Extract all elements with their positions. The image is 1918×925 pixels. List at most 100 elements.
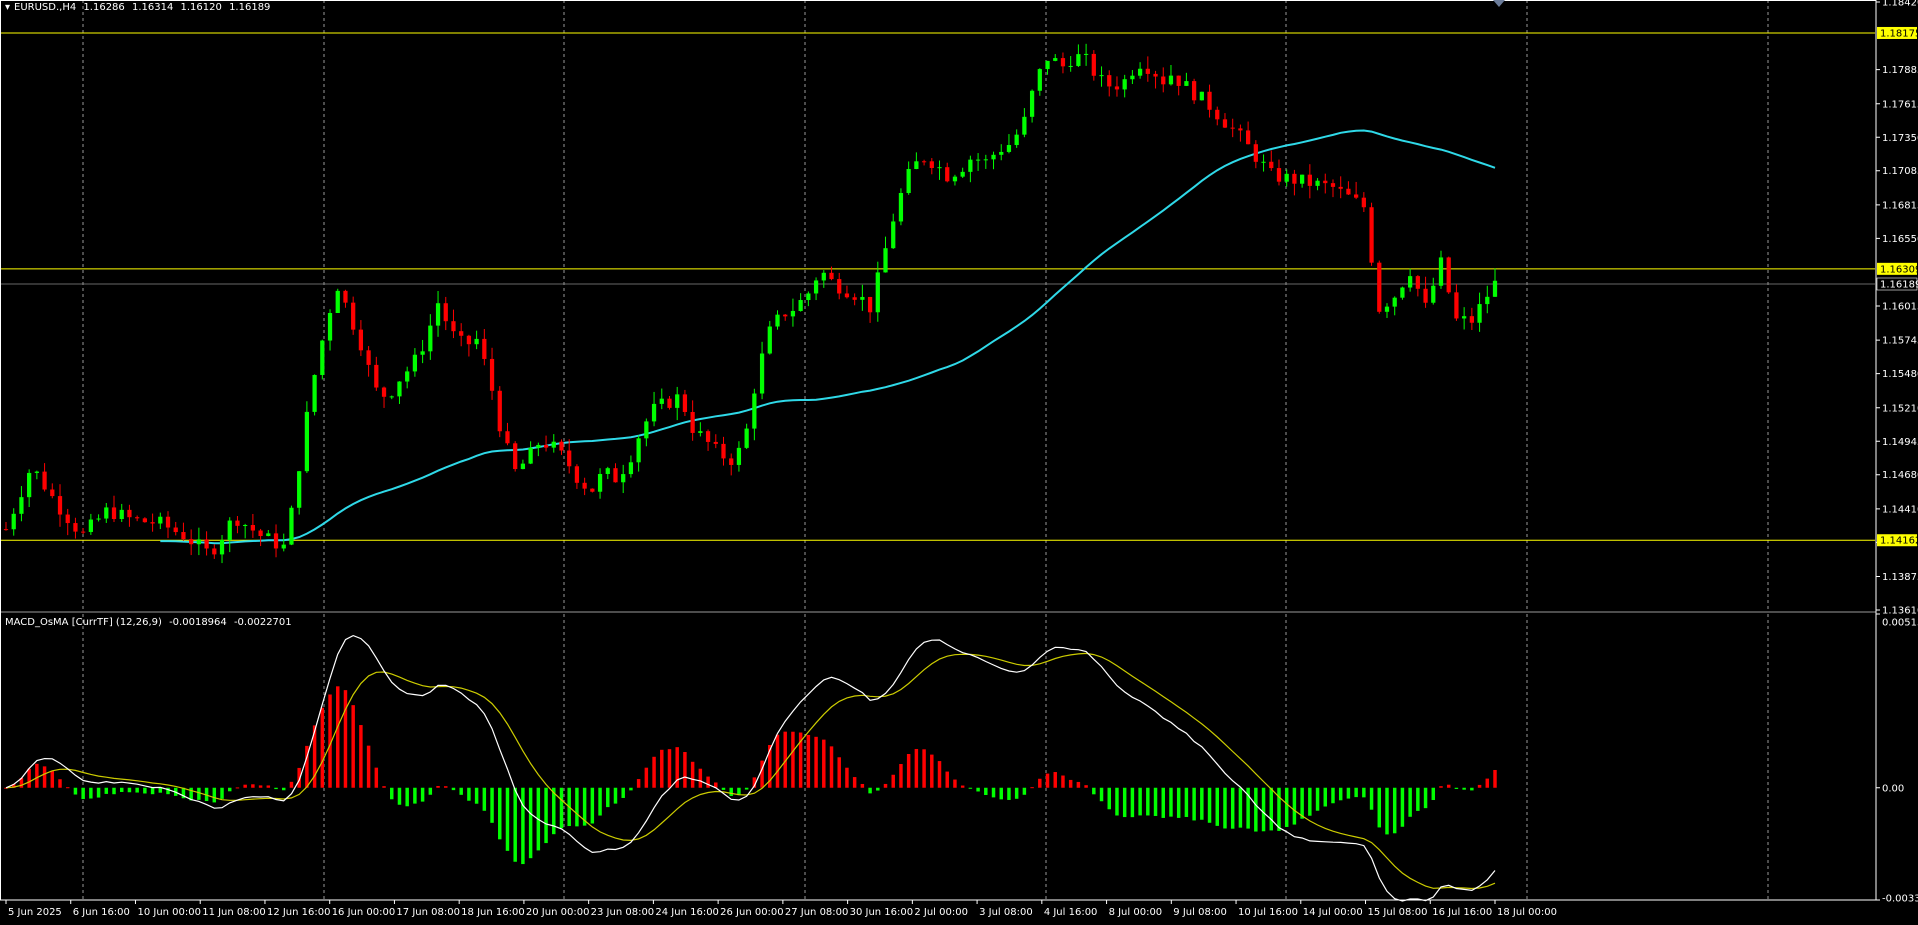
osma-bar [19,777,24,788]
candle [513,441,518,472]
candle [682,389,688,417]
osma-bar [390,787,394,800]
time-tick-label: 5 Jun 2025 [8,907,62,918]
osma-bar [1246,787,1250,829]
shift-marker-icon [1493,0,1505,7]
osma-bar [1068,779,1073,788]
candle [968,155,973,183]
candle [358,320,364,357]
osma-bar [104,787,109,794]
candle [1207,84,1212,118]
osma-bar [729,787,733,796]
collapse-arrow-icon[interactable]: ▾ [5,2,11,13]
candle [1408,268,1413,292]
candle [243,523,248,539]
candle [1114,76,1120,97]
symbol-label: EURUSD.,H4 [14,2,77,13]
osma-bar [822,739,826,788]
candle [1060,52,1066,74]
ma-line [160,129,1496,545]
price-tick-label: 1.14945 [1882,437,1918,448]
osma-bar [852,777,857,788]
candle [1462,307,1467,330]
osma-bar [366,745,371,788]
osma-bar [81,787,85,800]
candle [860,284,865,311]
osma-bar [883,783,888,788]
osma-bar [282,787,286,791]
candle [1446,256,1451,294]
osma-bar [575,787,579,827]
candle [852,293,857,306]
time-tick-label: 23 Jun 08:00 [591,907,655,918]
price-tick-label: 1.14410 [1882,504,1918,515]
osma-bar [359,725,363,788]
candle [1346,181,1351,196]
osma-bar [798,732,803,788]
candle [381,386,387,408]
candle [181,522,186,541]
candle [142,517,147,523]
osma-bar [698,768,703,788]
candle [212,544,217,559]
candle [335,288,340,314]
candle [420,339,425,364]
candle [1029,89,1035,123]
candle [1253,140,1258,169]
candle [752,388,757,441]
osma-bar [1092,787,1096,795]
level-tag: 1.16309 [1880,264,1918,275]
osma-bar [251,784,255,788]
price-tick-label: 1.15210 [1882,403,1918,414]
osma-bar [312,725,317,788]
osma-bar [1169,787,1173,817]
level-tag: 1.18175 [1880,28,1918,39]
osma-bar [181,787,186,799]
candle [1431,277,1436,305]
candle [759,341,765,400]
osma-bar [1323,787,1328,807]
candle [19,486,24,522]
candle [775,310,780,330]
candle [721,436,726,466]
candle [914,152,919,170]
osma-bar [212,787,217,803]
osma-bar [127,787,132,793]
candle [50,483,55,499]
candle [675,386,680,421]
candle [883,236,888,273]
candle [1354,181,1359,200]
osma-bar [914,748,919,788]
osma-bar [474,787,479,804]
osma-bar [984,787,988,795]
osma-bar [1277,787,1281,831]
candle [937,160,942,180]
candle [659,388,664,410]
osma-bar [1014,787,1019,799]
osma-bar [1346,787,1351,799]
candle [273,524,279,558]
osma-bar [1477,784,1482,788]
osma-bar [1254,787,1258,832]
level-tag: 1.14162 [1880,536,1918,547]
time-tick-label: 10 Jul 16:00 [1238,907,1298,918]
osma-bar [374,767,379,788]
osma-bar [1493,769,1497,788]
osma-bar [297,767,301,788]
osma-bar [351,705,355,788]
osma-bar [1377,787,1382,828]
osma-bar [899,764,903,788]
osma-bar [1176,787,1181,818]
candle [1006,134,1012,154]
osma-bar [135,787,139,793]
osma-bar [1030,787,1034,789]
osma-bar [999,787,1003,800]
candle [651,391,657,427]
osma-bar [714,782,718,788]
candle [489,347,495,400]
candle [837,272,842,300]
osma-bar [11,784,16,788]
osma-bar [930,754,934,788]
osma-bar [328,694,332,788]
